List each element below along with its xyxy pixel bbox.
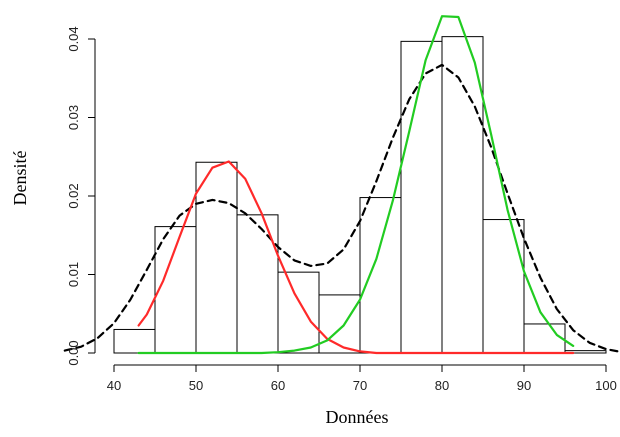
component-2-curve xyxy=(137,15,575,355)
x-axis-title: Données xyxy=(326,407,389,427)
y-tick-label-4: 0.04 xyxy=(66,26,81,51)
histogram-bar-2 xyxy=(195,161,238,354)
y-axis: 0.00 0.01 0.02 0.03 0.04 xyxy=(66,26,96,366)
x-tick-label-80: 80 xyxy=(435,378,449,393)
y-tick-label-0: 0.00 xyxy=(66,340,81,365)
kernel-density-curve xyxy=(63,63,620,353)
x-tick-label-100: 100 xyxy=(595,378,617,393)
histogram-bar-11 xyxy=(564,350,607,354)
density-curves xyxy=(63,15,620,355)
component-1-curve xyxy=(137,160,575,355)
y-tick-label-1: 0.01 xyxy=(66,262,81,287)
histogram-bars xyxy=(113,36,607,354)
x-tick-label-50: 50 xyxy=(189,378,203,393)
x-tick-label-70: 70 xyxy=(353,378,367,393)
histogram-bar-6 xyxy=(359,197,402,354)
histogram-bar-9 xyxy=(482,219,525,354)
y-tick-label-2: 0.02 xyxy=(66,183,81,208)
y-axis-title: Densité xyxy=(10,150,30,205)
x-tick-label-90: 90 xyxy=(517,378,531,393)
x-axis: 40 50 60 70 80 90 100 xyxy=(107,364,617,393)
histogram-bar-3 xyxy=(236,214,279,354)
histogram-bar-7 xyxy=(400,40,443,354)
histogram-bar-10 xyxy=(523,323,566,354)
histogram-bar-8 xyxy=(441,36,484,354)
x-tick-label-40: 40 xyxy=(107,378,121,393)
histogram-bar-4 xyxy=(277,271,320,354)
histogram-bar-0 xyxy=(113,328,156,354)
x-tick-label-60: 60 xyxy=(271,378,285,393)
y-tick-label-3: 0.03 xyxy=(66,105,81,130)
